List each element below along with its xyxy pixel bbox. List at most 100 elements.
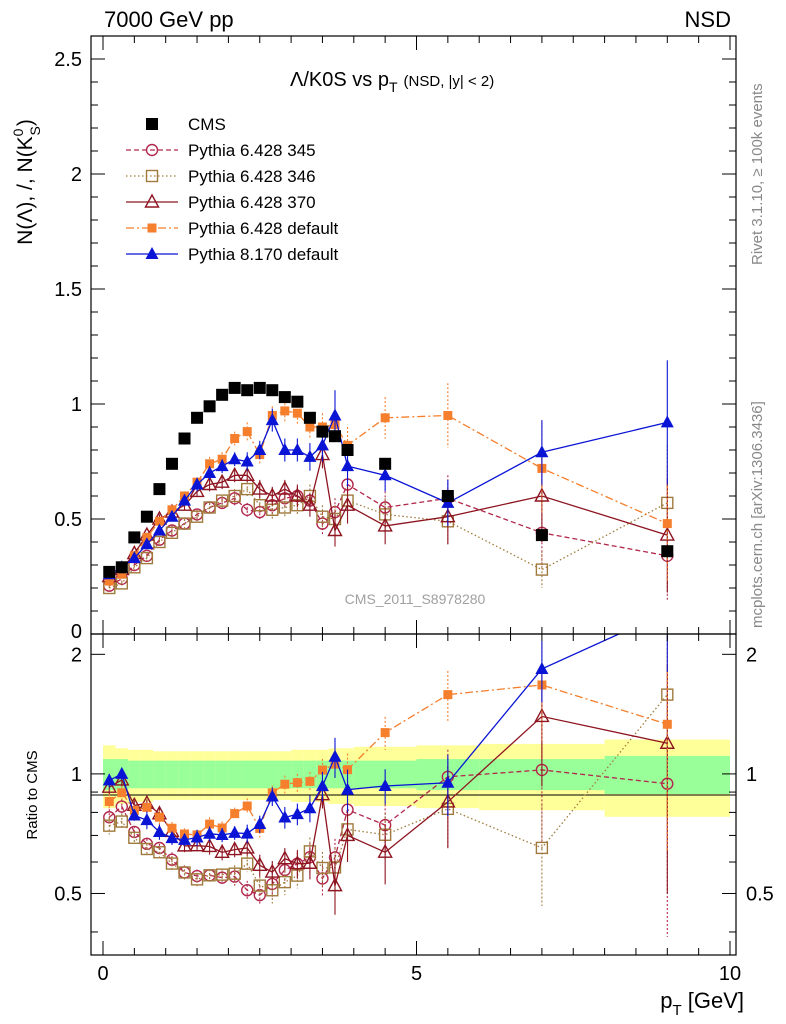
x-axis-label-sub: T [672, 1002, 681, 1019]
legend-label-5: Pythia 8.170 default [188, 245, 339, 264]
cms-point-1 [115, 561, 128, 574]
series-1-ratio-point-6 [178, 866, 191, 879]
cms-point-16 [303, 411, 316, 424]
cms-data [103, 381, 674, 578]
axes-layer: 0 5 10 0 0.5 1 1.5 2 2.5 0.5 0.5 1 1 2 2 [54, 35, 774, 985]
series-2-ratio-point-19 [339, 826, 356, 842]
ratio-tick-label-right-0.5: 0.5 [746, 883, 774, 905]
series-2-point-7 [189, 482, 205, 498]
cms-point-0 [103, 565, 116, 578]
legend-label-2: Pythia 6.428 346 [188, 167, 316, 186]
series-1-ratio-point-10 [228, 867, 241, 880]
y-tick-label-1.5: 1.5 [54, 279, 82, 301]
series-0-ratio [103, 703, 674, 937]
series-2-ratio-point-10 [226, 841, 243, 856]
series-4-point-12 [253, 443, 267, 455]
series-2-ratio-point-12 [252, 856, 268, 871]
series-4-ratio-point-10 [228, 825, 242, 838]
series-4-line [108, 413, 668, 575]
series-1-ratio-point-2 [128, 831, 141, 844]
series-4-point-7 [190, 477, 204, 490]
header-left: 7000 GeV pp [104, 7, 234, 32]
cms-point-2 [128, 531, 141, 544]
series-4-ratio-point-17 [315, 779, 329, 792]
series-4-ratio-point-3 [140, 813, 154, 826]
series-4-ratio-point-14 [278, 810, 292, 823]
series-0-ratio-point-1 [115, 800, 129, 813]
series-3-point-11 [242, 427, 252, 437]
series-3-ratio-point-10 [230, 809, 240, 819]
series-4-ratio-point-6 [178, 832, 192, 845]
series-4-ratio-point-21 [441, 775, 455, 788]
main-series-layer [101, 360, 675, 602]
series-1-ratio-point-12 [253, 879, 266, 892]
series-1-ratio-point-0 [103, 819, 116, 832]
cms-point-17 [316, 425, 329, 438]
band-green-3 [140, 760, 154, 789]
series-4-point-19 [341, 459, 355, 472]
series-1-ratio-point-7 [190, 873, 204, 886]
mcplots-label: mcplots.cern.ch [arXiv:1306.3436] [749, 401, 766, 628]
series-1-ratio-point-22 [535, 841, 549, 855]
series-1-ratio-point-13 [266, 884, 279, 897]
series-4-ratio-point-8 [203, 826, 217, 839]
y-tick-label-0.5: 0.5 [54, 509, 82, 531]
series-1-ratio-point-5 [165, 857, 179, 870]
y-axis-label-tail: ) [14, 119, 37, 126]
series-2-ratio-point-9 [214, 843, 230, 859]
ratio-tick-label-left-2: 2 [71, 644, 82, 666]
series-1-ratio-point-3 [140, 842, 154, 856]
series-3-point-4 [154, 516, 164, 526]
series-3-ratio-point-16 [305, 776, 315, 786]
series-2-point-19 [339, 496, 356, 511]
series-2-point-8 [201, 476, 218, 491]
series-3-ratio-point-4 [154, 812, 164, 822]
series-0-ratio-point-6 [178, 866, 191, 879]
series-4-ratio-point-22 [535, 661, 549, 674]
legend-label-4: Pythia 6.428 default [188, 219, 339, 238]
series-1-ratio-point-9 [215, 868, 229, 881]
legend-marker-5 [145, 247, 159, 259]
series-0-ratio-point-11 [241, 884, 254, 897]
y-axis-label-sup: 0 [10, 128, 26, 136]
legend-marker-2 [145, 169, 159, 183]
series-1-point-6 [178, 517, 191, 530]
series-3-point-8 [205, 459, 215, 469]
series-2-point-12 [252, 480, 268, 495]
y-tick-label-2.5: 2.5 [54, 49, 82, 71]
cms-point-4 [153, 483, 166, 496]
ratio-bands [103, 739, 730, 817]
series-2-ratio-point-11 [239, 839, 255, 854]
series-2-ratio-point-13 [264, 863, 280, 878]
series-4-ratio-point-1 [115, 766, 129, 779]
series-4-point-20 [378, 468, 392, 481]
band-green-7 [190, 760, 204, 789]
series-1-point-7 [190, 510, 204, 523]
x-tick-label-5: 5 [411, 963, 422, 985]
band-green-8 [203, 760, 216, 789]
series-1-point-4 [153, 535, 166, 549]
legend-marker-4 [147, 223, 157, 233]
series-3-ratio-point-14 [280, 779, 290, 789]
series-2-ratio-point-8 [201, 838, 218, 853]
legend-label-0: CMS [188, 115, 226, 134]
series-4-point-14 [278, 443, 292, 455]
y-tick-label-1: 1 [71, 394, 82, 416]
series-2-ratio-point-16 [302, 854, 318, 869]
series-2-point-20 [377, 517, 393, 532]
series-2-point-22 [534, 487, 550, 502]
series-3-point-1 [117, 569, 127, 579]
series-3-point-15 [292, 408, 302, 418]
x-axis-label-main: p [660, 988, 672, 1013]
cms-point-23 [661, 545, 674, 558]
cms-point-20 [379, 457, 392, 470]
ratio-tick-label-right-1: 1 [746, 764, 757, 786]
series-4-ratio-point-23 [661, 605, 674, 617]
series-3-ratio-point-5 [167, 823, 177, 833]
x-tick-label-0: 0 [97, 963, 108, 985]
series-2-ratio-point-18 [327, 877, 343, 892]
series-2-ratio-point-0 [101, 778, 117, 793]
series-4-ratio-point-19 [341, 782, 355, 795]
y-tick-label-0: 0 [71, 621, 82, 643]
series-2-point-11 [239, 466, 255, 481]
